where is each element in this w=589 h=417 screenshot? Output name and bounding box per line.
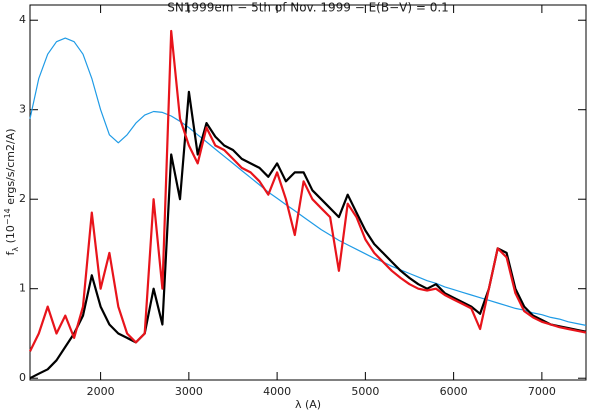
y-axis-label: fλ (10−14 ergs/s/cm2/A)	[3, 128, 20, 255]
series-line	[29, 90, 587, 380]
y-label-part: f	[4, 251, 17, 256]
x-tick-label: 4000	[263, 385, 291, 398]
y-label-part: −14	[3, 208, 12, 225]
y-label-part: λ	[11, 247, 20, 252]
y-label-part: ergs/s/cm2/A)	[4, 128, 17, 208]
plot-frame	[29, 4, 587, 381]
x-tick-label: 5000	[351, 385, 379, 398]
x-tick-label: 7000	[528, 385, 556, 398]
y-tick-label: 2	[19, 192, 26, 205]
series-line	[29, 37, 587, 326]
y-tick-label: 1	[19, 282, 26, 295]
y-tick-label: 4	[19, 13, 26, 26]
chart-title: SN1999em − 5th of Nov. 1999 − E(B−V) = 0…	[167, 1, 449, 15]
y-label-part: (10	[4, 225, 17, 247]
x-axis-label: λ (A)	[295, 398, 321, 411]
series-line	[29, 29, 587, 352]
x-tick-label: 2000	[87, 385, 115, 398]
x-tick-label: 6000	[440, 385, 468, 398]
y-tick-label: 3	[19, 103, 26, 116]
x-tick-label: 3000	[175, 385, 203, 398]
y-tick-label: 0	[19, 371, 26, 384]
